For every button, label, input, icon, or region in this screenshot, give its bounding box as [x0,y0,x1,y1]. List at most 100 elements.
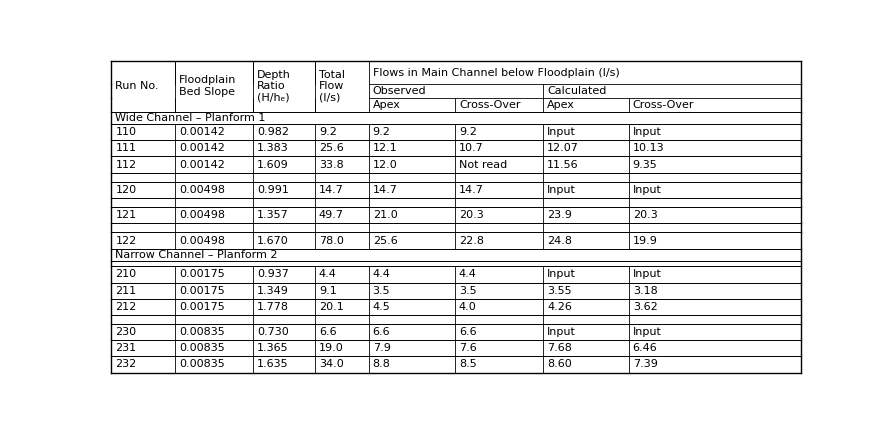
Text: 0.00835: 0.00835 [179,327,224,337]
Text: 9.1: 9.1 [319,285,336,296]
Text: 4.4: 4.4 [319,270,336,279]
Text: 20.1: 20.1 [319,302,344,312]
Text: 0.00142: 0.00142 [179,127,224,137]
Text: 1.383: 1.383 [257,144,288,153]
Text: 112: 112 [116,160,136,170]
Text: 6.6: 6.6 [459,327,476,337]
Text: 4.26: 4.26 [547,302,572,312]
Text: 121: 121 [116,210,136,220]
Text: Floodplain
Bed Slope: Floodplain Bed Slope [179,75,236,97]
Text: 122: 122 [116,236,137,245]
Text: Input: Input [547,127,576,137]
Text: 6.46: 6.46 [633,343,658,353]
Text: Depth
Ratio
(H/hₑ): Depth Ratio (H/hₑ) [257,70,291,103]
Text: 33.8: 33.8 [319,160,344,170]
Text: 9.35: 9.35 [633,160,658,170]
Text: Input: Input [547,270,576,279]
Text: 12.1: 12.1 [373,144,398,153]
Text: 1.670: 1.670 [257,236,288,245]
Text: 0.00498: 0.00498 [179,236,225,245]
Text: 3.18: 3.18 [633,285,658,296]
Text: 6.6: 6.6 [319,327,336,337]
Text: 210: 210 [116,270,136,279]
Text: 231: 231 [116,343,136,353]
Text: Apex: Apex [373,100,400,110]
Text: Apex: Apex [547,100,575,110]
Text: Observed: Observed [373,86,426,96]
Text: 4.4: 4.4 [459,270,477,279]
Text: 211: 211 [116,285,136,296]
Text: Total
Flow
(l/s): Total Flow (l/s) [319,70,344,103]
Text: 10.7: 10.7 [459,144,483,153]
Text: 49.7: 49.7 [319,210,344,220]
Text: 22.8: 22.8 [459,236,484,245]
Text: 34.0: 34.0 [319,360,344,369]
Text: Narrow Channel – Planform 2: Narrow Channel – Planform 2 [116,250,278,260]
Text: Not read: Not read [459,160,507,170]
Text: 0.00175: 0.00175 [179,285,224,296]
Text: 14.7: 14.7 [319,185,344,195]
Text: 1.635: 1.635 [257,360,288,369]
Text: 1.778: 1.778 [257,302,288,312]
Text: 1.609: 1.609 [257,160,288,170]
Text: 8.8: 8.8 [373,360,391,369]
Text: 0.00175: 0.00175 [179,270,224,279]
Text: 10.13: 10.13 [633,144,664,153]
Text: 0.730: 0.730 [257,327,288,337]
Text: 12.0: 12.0 [373,160,398,170]
Text: 12.07: 12.07 [547,144,579,153]
Text: 9.2: 9.2 [459,127,477,137]
Text: 120: 120 [116,185,136,195]
Text: 19.9: 19.9 [633,236,658,245]
Text: 4.0: 4.0 [459,302,477,312]
Text: 7.9: 7.9 [373,343,391,353]
Text: 6.6: 6.6 [373,327,391,337]
Text: 23.9: 23.9 [547,210,572,220]
Text: 8.60: 8.60 [547,360,572,369]
Text: 0.982: 0.982 [257,127,288,137]
Text: 14.7: 14.7 [459,185,484,195]
Text: Calculated: Calculated [547,86,607,96]
Text: 1.365: 1.365 [257,343,288,353]
Text: 24.8: 24.8 [547,236,572,245]
Text: Cross-Over: Cross-Over [633,100,694,110]
Text: 20.3: 20.3 [633,210,658,220]
Text: 111: 111 [116,144,136,153]
Text: 25.6: 25.6 [373,236,398,245]
Text: 11.56: 11.56 [547,160,578,170]
Text: 19.0: 19.0 [319,343,344,353]
Text: 1.349: 1.349 [257,285,288,296]
Text: Input: Input [633,127,661,137]
Text: Flows in Main Channel below Floodplain (l/s): Flows in Main Channel below Floodplain (… [373,68,619,78]
Text: 14.7: 14.7 [373,185,398,195]
Text: Wide Channel – Planform 1: Wide Channel – Planform 1 [116,113,266,123]
Text: 0.00142: 0.00142 [179,160,224,170]
Text: 3.62: 3.62 [633,302,658,312]
Text: Run No.: Run No. [116,81,159,91]
Text: Input: Input [633,185,661,195]
Text: Input: Input [547,185,576,195]
Text: 0.937: 0.937 [257,270,288,279]
Text: 0.991: 0.991 [257,185,288,195]
Text: 3.55: 3.55 [547,285,571,296]
Text: 3.5: 3.5 [459,285,476,296]
Text: 7.39: 7.39 [633,360,658,369]
Text: 4.4: 4.4 [373,270,391,279]
Text: 1.357: 1.357 [257,210,288,220]
Text: Cross-Over: Cross-Over [459,100,521,110]
Text: 0.00498: 0.00498 [179,210,225,220]
Text: Input: Input [633,327,661,337]
Text: 9.2: 9.2 [319,127,336,137]
Text: 21.0: 21.0 [373,210,398,220]
Text: 0.00142: 0.00142 [179,144,224,153]
Text: 78.0: 78.0 [319,236,344,245]
Text: Input: Input [547,327,576,337]
Text: 3.5: 3.5 [373,285,391,296]
Text: 25.6: 25.6 [319,144,344,153]
Text: 110: 110 [116,127,136,137]
Text: 0.00835: 0.00835 [179,360,224,369]
Text: 9.2: 9.2 [373,127,391,137]
Text: 7.6: 7.6 [459,343,477,353]
Text: 7.68: 7.68 [547,343,572,353]
Text: 0.00498: 0.00498 [179,185,225,195]
